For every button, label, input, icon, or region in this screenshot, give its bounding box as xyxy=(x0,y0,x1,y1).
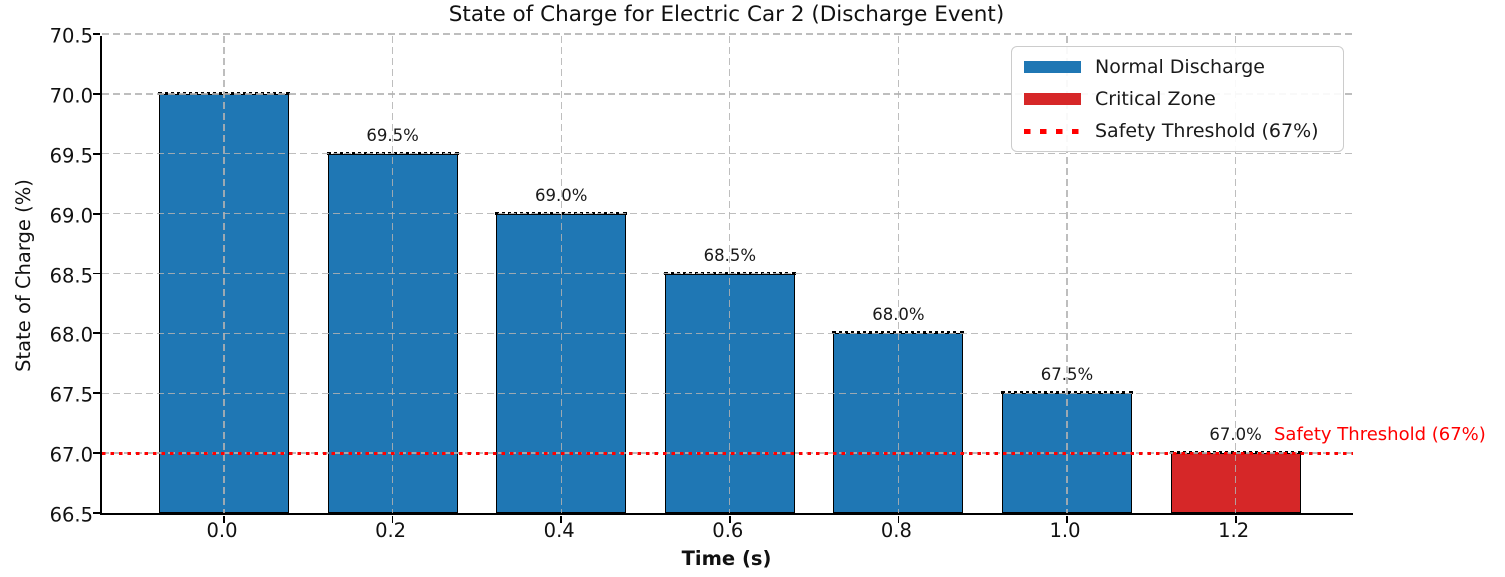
bar-value-label: 67.5% xyxy=(1040,365,1094,385)
legend-patch-swatch xyxy=(1024,61,1081,73)
y-tick-mark xyxy=(93,332,100,335)
legend-entry-label: Normal Discharge xyxy=(1095,56,1265,78)
y-tick-label: 70.0 xyxy=(49,84,93,108)
legend-entry-label: Critical Zone xyxy=(1095,88,1216,110)
h-gridline xyxy=(102,93,1353,95)
x-tick-mark xyxy=(1066,515,1068,523)
legend-entry-label: Safety Threshold (67%) xyxy=(1095,120,1319,142)
v-gridline xyxy=(223,36,225,513)
h-gridline xyxy=(102,212,1353,215)
legend-entry: Normal Discharge xyxy=(1024,56,1331,78)
x-tick-label: 1.2 xyxy=(1218,519,1250,542)
v-gridline xyxy=(1234,36,1237,513)
y-axis-title-text: State of Charge (%) xyxy=(11,179,35,372)
x-tick-label: 0.4 xyxy=(543,519,575,542)
y-tick-mark xyxy=(93,512,100,514)
v-gridline xyxy=(729,36,731,513)
v-gridline xyxy=(560,36,562,513)
x-tick-mark xyxy=(728,515,731,523)
y-tick-label: 67.0 xyxy=(49,443,93,467)
y-tick-label: 67.5 xyxy=(49,383,93,407)
x-axis-title: Time (s) xyxy=(681,547,772,570)
x-tick-label: 0.2 xyxy=(375,519,407,542)
y-tick-label: 69.5 xyxy=(49,144,93,168)
h-gridline xyxy=(102,332,1353,335)
safety-threshold-line xyxy=(102,451,1353,455)
x-tick-label: 0.0 xyxy=(206,519,238,542)
v-gridline xyxy=(897,36,900,513)
plot-area: 69.5% 69.0% 68.5% 68.0% 67.5% 67.0% Safety Th… xyxy=(93,33,1486,523)
legend-patch-swatch xyxy=(1024,93,1081,105)
y-tick-mark xyxy=(93,92,100,95)
y-tick-label: 69.0 xyxy=(49,204,93,228)
h-gridline xyxy=(102,392,1353,394)
x-tick-label: 0.6 xyxy=(712,519,744,542)
x-tick-mark xyxy=(560,515,563,523)
x-tick-mark xyxy=(897,515,900,523)
x-tick-label: 1.0 xyxy=(1049,519,1081,542)
bar-value-label: 68.5% xyxy=(703,245,757,265)
y-tick-mark xyxy=(93,212,100,215)
y-tick-mark xyxy=(93,152,100,155)
legend-dotted-line-swatch xyxy=(1024,128,1081,134)
y-tick-label: 66.5 xyxy=(49,503,93,527)
y-axis-title: State of Charge (%) xyxy=(10,0,36,551)
bar-value-label: 69.5% xyxy=(366,125,419,145)
legend: Normal Discharge Critical Zone Safety Thre… xyxy=(1011,46,1344,152)
legend-rows: Normal Discharge Critical Zone Safety Thre… xyxy=(1024,56,1331,142)
h-gridline xyxy=(102,33,1353,35)
y-tick-mark xyxy=(93,452,100,455)
h-gridline xyxy=(102,153,1353,155)
bar-value-label: 69.0% xyxy=(534,185,588,205)
x-tick-mark xyxy=(223,515,225,523)
chart-title: State of Charge for Electric Car 2 (Disc… xyxy=(448,2,1005,27)
v-gridline xyxy=(391,36,394,513)
y-tick-mark xyxy=(93,33,100,35)
bar-value-label: 67.0% xyxy=(1209,425,1262,445)
safety-threshold-annotation: Safety Threshold (67%) xyxy=(1274,424,1486,446)
legend-entry: Safety Threshold (67%) xyxy=(1024,120,1331,142)
y-tick-mark xyxy=(93,392,100,395)
v-gridline xyxy=(1066,36,1068,513)
y-tick-label: 68.5 xyxy=(49,264,93,287)
y-tick-label: 70.5 xyxy=(49,24,93,48)
x-tick-label: 0.8 xyxy=(880,519,912,542)
x-tick-mark xyxy=(1234,515,1237,523)
y-tick-mark xyxy=(93,272,100,275)
x-tick-mark xyxy=(391,515,394,523)
legend-entry: Critical Zone xyxy=(1024,88,1331,110)
h-gridline xyxy=(102,272,1353,275)
bar-value-label: 68.0% xyxy=(872,305,925,325)
y-tick-label: 68.0 xyxy=(49,323,93,347)
